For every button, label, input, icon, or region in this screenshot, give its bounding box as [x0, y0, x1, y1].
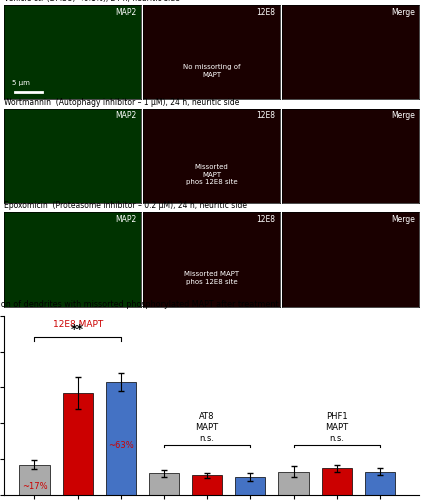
Bar	[106, 382, 136, 495]
Text: No missorting of
MAPT: No missorting of MAPT	[183, 64, 240, 78]
Text: ~17%: ~17%	[22, 482, 47, 492]
Bar	[19, 464, 49, 495]
Text: AT8
MAPT
n.s.: AT8 MAPT n.s.	[195, 412, 219, 443]
Text: 12E8: 12E8	[257, 215, 276, 224]
Text: MAP2: MAP2	[115, 215, 137, 224]
Bar	[192, 476, 222, 495]
Bar	[365, 472, 395, 495]
Bar	[63, 393, 93, 495]
Text: MAP2: MAP2	[115, 8, 137, 17]
Text: Missorted MAPT
phos 12E8 site: Missorted MAPT phos 12E8 site	[184, 272, 239, 285]
Text: Epoxomicin  (Proteasome inhibitor – 0.2 µM), 24 h, neuritic side: Epoxomicin (Proteasome inhibitor – 0.2 µ…	[4, 202, 247, 210]
Text: Merge: Merge	[391, 112, 415, 120]
Text: ~57%: ~57%	[65, 446, 91, 456]
Text: Quantification of dendrites with missorted phosphorylated MAPT after treatment: Quantification of dendrites with missort…	[0, 300, 279, 308]
Text: MAP2: MAP2	[115, 112, 137, 120]
Text: 12E8: 12E8	[257, 8, 276, 17]
Text: 12E8: 12E8	[257, 112, 276, 120]
Text: PHF1
MAPT
n.s.: PHF1 MAPT n.s.	[325, 412, 348, 443]
Text: Vehicle ctr (DMSO, <0.1%), 24 h, neuritic side: Vehicle ctr (DMSO, <0.1%), 24 h, neuriti…	[4, 0, 180, 3]
Bar	[278, 472, 309, 495]
Text: Merge: Merge	[391, 215, 415, 224]
Text: **: **	[71, 324, 84, 336]
Bar	[235, 477, 266, 495]
Text: 12E8 MAPT: 12E8 MAPT	[52, 320, 103, 329]
Text: ~63%: ~63%	[108, 441, 134, 450]
Text: Wortmannin  (Autophagy inhibitor – 1 µM), 24 h, neuritic side: Wortmannin (Autophagy inhibitor – 1 µM),…	[4, 98, 239, 106]
Text: 5 µm: 5 µm	[12, 80, 30, 86]
Bar	[149, 474, 179, 495]
Text: Missorted
MAPT
phos 12E8 site: Missorted MAPT phos 12E8 site	[186, 164, 237, 185]
Bar	[321, 468, 352, 495]
Text: Merge: Merge	[391, 8, 415, 17]
